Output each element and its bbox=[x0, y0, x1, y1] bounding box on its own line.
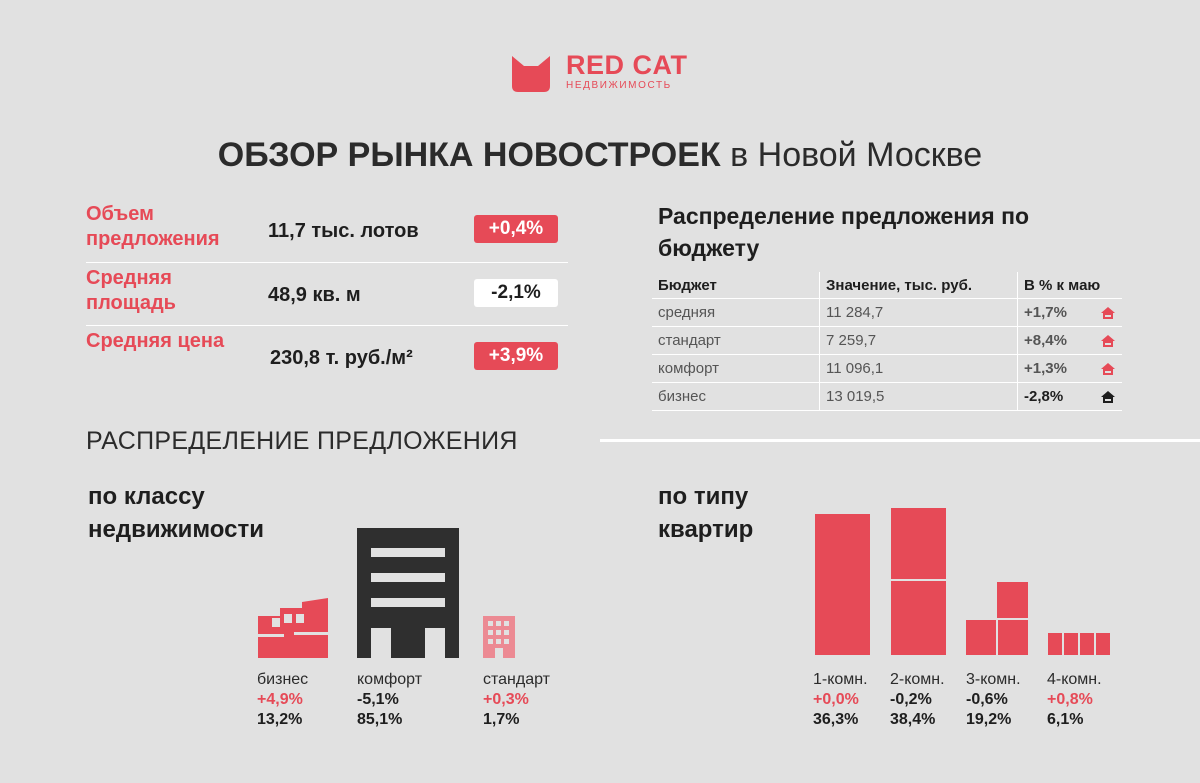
budget-value: 13 019,5 bbox=[819, 382, 1018, 411]
room-share: 36,3% bbox=[813, 711, 859, 728]
kpi-value: 230,8 т. руб./м² bbox=[270, 346, 413, 369]
room-item-4: 4-комн. +0,8% 6,1% bbox=[1047, 670, 1102, 730]
kpi-label: Средняя цена bbox=[86, 330, 225, 352]
class-item-business: бизнес +4,9% 13,2% bbox=[257, 670, 308, 730]
class-share: 85,1% bbox=[357, 711, 403, 728]
room-bar-2 bbox=[891, 508, 946, 655]
building-icon bbox=[357, 528, 459, 658]
table-row: средняя 11 284,7 +1,7% bbox=[652, 298, 1122, 327]
budget-value: 7 259,7 bbox=[819, 326, 1018, 355]
bar-divider bbox=[1078, 633, 1080, 655]
room-change: +0,0% bbox=[813, 691, 859, 708]
kpi-change-badge: -2,1% bbox=[474, 279, 558, 307]
table-row: комфорт 11 096,1 +1,3% bbox=[652, 354, 1122, 383]
room-change: -0,6% bbox=[966, 691, 1008, 708]
room-label: 4-комн. bbox=[1047, 671, 1102, 688]
kpi-price: Средняя цена 230,8 т. руб./м² +3,9% bbox=[86, 327, 568, 389]
class-label: стандарт bbox=[483, 671, 550, 688]
by-type-title: по типу квартир bbox=[658, 483, 754, 543]
section-title: РАСПРЕДЕЛЕНИЕ ПРЕДЛОЖЕНИЯ bbox=[86, 427, 518, 455]
budget-value: 11 284,7 bbox=[819, 298, 1018, 327]
budget-change: +8,4% bbox=[1024, 332, 1067, 349]
budget-change-cell: -2,8% bbox=[1017, 382, 1122, 411]
table-row: бизнес 13 019,5 -2,8% bbox=[652, 382, 1122, 411]
bar-divider bbox=[996, 620, 998, 655]
bar-divider bbox=[1062, 633, 1064, 655]
bar-divider bbox=[1094, 633, 1096, 655]
house-up-icon bbox=[1100, 306, 1116, 320]
divider bbox=[600, 439, 1200, 442]
bar-divider bbox=[891, 579, 946, 581]
budget-value: 11 096,1 bbox=[819, 354, 1018, 383]
budget-change: +1,7% bbox=[1024, 304, 1067, 321]
cat-logo-icon bbox=[512, 56, 550, 92]
house-up-icon bbox=[1100, 334, 1116, 348]
class-change: -5,1% bbox=[357, 691, 399, 708]
room-share: 38,4% bbox=[890, 711, 936, 728]
budget-segment: комфорт bbox=[652, 354, 820, 383]
page-title-regular: в Новой Москве bbox=[730, 136, 983, 174]
room-item-1: 1-комн. +0,0% 36,3% bbox=[813, 670, 868, 730]
kpi-volume: Объем предложения 11,7 тыс. лотов +0,4% bbox=[86, 200, 568, 262]
room-item-2: 2-комн. -0,2% 38,4% bbox=[890, 670, 945, 730]
room-label: 2-комн. bbox=[890, 671, 945, 688]
brand-subtitle: НЕДВИЖИМОСТЬ bbox=[566, 80, 672, 91]
budget-change-cell: +1,3% bbox=[1017, 354, 1122, 383]
column-header: Значение, тыс. руб. bbox=[819, 272, 1018, 299]
budget-table: Бюджет Значение, тыс. руб. В % к маю сре… bbox=[652, 272, 1122, 411]
class-label: бизнес bbox=[257, 671, 309, 688]
budget-change-cell: +1,7% bbox=[1017, 298, 1122, 327]
budget-change: +1,3% bbox=[1024, 360, 1067, 377]
budget-change-cell: +8,4% bbox=[1017, 326, 1122, 355]
room-change: -0,2% bbox=[890, 691, 932, 708]
room-bar-1 bbox=[815, 514, 870, 655]
house-up-icon bbox=[1100, 362, 1116, 376]
kpi-label: Объем предложения bbox=[86, 203, 220, 250]
column-header: Бюджет bbox=[652, 272, 820, 299]
class-share: 13,2% bbox=[257, 711, 303, 728]
page-title: ОБЗОР РЫНКА НОВОСТРОЕК в Новой Москве bbox=[0, 135, 1200, 175]
room-share: 6,1% bbox=[1047, 711, 1084, 728]
class-change: +0,3% bbox=[483, 691, 529, 708]
kpi-change-badge: +3,9% bbox=[474, 342, 558, 370]
class-change: +4,9% bbox=[257, 691, 303, 708]
divider bbox=[86, 325, 568, 326]
room-item-3: 3-комн. -0,6% 19,2% bbox=[966, 670, 1021, 730]
room-change: +0,8% bbox=[1047, 691, 1093, 708]
kpi-value: 48,9 кв. м bbox=[268, 283, 361, 306]
brand-name: RED CAT bbox=[566, 50, 688, 80]
budget-title: Распределение предложения по бюджету bbox=[658, 203, 1030, 261]
kpi-label: Средняя площадь bbox=[86, 267, 176, 314]
small-building-icon bbox=[483, 616, 515, 658]
table-header-row: Бюджет Значение, тыс. руб. В % к маю bbox=[652, 272, 1122, 299]
page-title-bold: ОБЗОР РЫНКА НОВОСТРОЕК bbox=[217, 136, 721, 174]
class-label: комфорт bbox=[357, 671, 423, 688]
room-label: 3-комн. bbox=[966, 671, 1021, 688]
house-down-icon bbox=[1100, 390, 1116, 404]
bar-divider bbox=[966, 618, 1028, 620]
budget-segment: средняя bbox=[652, 298, 820, 327]
brand-logo: RED CAT НЕДВИЖИМОСТЬ bbox=[510, 50, 688, 94]
factory-icon bbox=[258, 598, 328, 658]
column-header: В % к маю bbox=[1017, 272, 1122, 299]
class-item-comfort: комфорт -5,1% 85,1% bbox=[357, 670, 422, 730]
budget-segment: стандарт bbox=[652, 326, 820, 355]
budget-change: -2,8% bbox=[1024, 388, 1064, 405]
divider bbox=[86, 262, 568, 263]
room-label: 1-комн. bbox=[813, 671, 868, 688]
class-item-standard: стандарт +0,3% 1,7% bbox=[483, 670, 550, 730]
bar-gap bbox=[966, 582, 997, 619]
budget-segment: бизнес bbox=[652, 382, 820, 411]
class-share: 1,7% bbox=[483, 711, 520, 728]
room-share: 19,2% bbox=[966, 711, 1012, 728]
kpi-value: 11,7 тыс. лотов bbox=[268, 219, 419, 242]
by-class-title: по классу недвижимости bbox=[88, 483, 264, 543]
kpi-change-badge: +0,4% bbox=[474, 215, 558, 243]
kpi-area: Средняя площадь 48,9 кв. м -2,1% bbox=[86, 264, 568, 326]
table-row: стандарт 7 259,7 +8,4% bbox=[652, 326, 1122, 355]
